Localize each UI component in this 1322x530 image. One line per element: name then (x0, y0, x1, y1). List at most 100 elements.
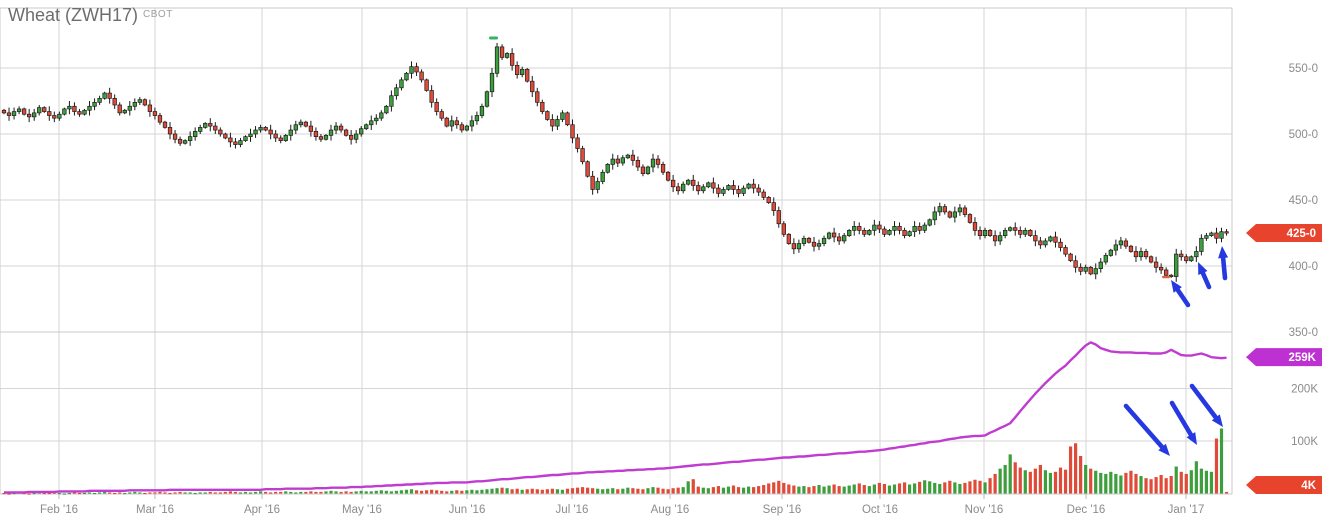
volume-bar (540, 489, 544, 494)
candle-up (484, 91, 490, 107)
volume-bar (374, 490, 378, 494)
volume-bar (500, 487, 504, 494)
volume-bar (696, 486, 700, 494)
volume-bar (882, 483, 887, 494)
candle-down (142, 99, 148, 106)
candle-down (882, 228, 887, 235)
candle-down (525, 68, 530, 82)
candle-up (826, 232, 832, 239)
candle-down (213, 125, 218, 131)
volume-bar (97, 492, 102, 494)
volume-bar (973, 479, 977, 494)
last-price-badge: 425-0 (1246, 224, 1322, 242)
volume-bar (118, 492, 122, 494)
candle-down (1068, 253, 1073, 262)
volume-bar (837, 486, 841, 494)
price-axis-label: 550-0 (1289, 63, 1318, 75)
candle-up (801, 237, 807, 244)
volume-bar (656, 487, 660, 494)
candle-down (1184, 256, 1189, 262)
candle-down (877, 224, 882, 230)
volume-bar (294, 492, 298, 494)
up-arrow-head (1171, 280, 1182, 293)
volume-bar (430, 489, 434, 494)
volume-bar (193, 492, 197, 495)
volume-bar (153, 492, 157, 494)
volume-bar (62, 493, 66, 495)
candle-up (821, 237, 827, 244)
x-axis-label: Mar '16 (136, 504, 174, 516)
candle-down (635, 160, 641, 168)
volume-bar (1179, 471, 1183, 494)
candle-down (1033, 235, 1038, 242)
candle-down (1123, 240, 1129, 247)
volume-bar (470, 489, 474, 494)
candle-down (1133, 251, 1139, 258)
volume-bar (213, 492, 217, 494)
volume-bar (168, 492, 172, 495)
volume-bar (943, 482, 947, 494)
volume-bar (103, 491, 107, 494)
candle-up (560, 112, 565, 120)
candle-down (152, 111, 158, 116)
candle-down (429, 90, 434, 103)
candle-up (288, 129, 293, 136)
candle-down (1224, 231, 1229, 234)
volume-bar (309, 491, 313, 494)
x-axis-label: Dec '16 (1067, 504, 1106, 516)
candle-down (1214, 232, 1219, 239)
candle-down (439, 111, 444, 119)
volume-bar (399, 490, 404, 494)
candle-down (47, 111, 52, 116)
candle-down (308, 125, 314, 132)
volume-bar (580, 487, 585, 494)
candle-up (1189, 256, 1194, 262)
candle-up (32, 112, 37, 118)
candle-up (11, 111, 17, 116)
candle-up (479, 105, 485, 116)
volume-bar (1124, 472, 1128, 494)
candle-down (223, 133, 228, 139)
volume-bar (208, 491, 212, 494)
candle-down (1164, 269, 1169, 276)
low-dash-marker (1162, 275, 1170, 279)
volume-bar (681, 487, 685, 494)
volume-bar (822, 486, 826, 494)
volume-bar (802, 486, 806, 494)
candle-down (862, 230, 867, 235)
candle-down (424, 79, 429, 91)
price-axis-label: 350-0 (1289, 327, 1318, 339)
candle-up (102, 92, 107, 99)
candle-up (1003, 230, 1008, 236)
candle-down (218, 129, 223, 135)
volume-bar (414, 490, 419, 494)
candle-down (751, 183, 756, 189)
volume-bar (349, 491, 353, 494)
candle-up (369, 120, 374, 126)
volume-bar (611, 488, 615, 494)
volume-bar (807, 487, 811, 494)
candle-down (897, 226, 902, 231)
volume-bar (621, 488, 625, 494)
candle-down (731, 185, 736, 190)
volume-bar (736, 487, 741, 494)
candle-down (112, 98, 117, 106)
volume-bar (1219, 428, 1224, 494)
volume-bar (827, 485, 831, 494)
volume-bar (384, 490, 388, 494)
volume-bar (339, 491, 343, 494)
candle-up (1118, 240, 1124, 246)
candle-down (1148, 256, 1154, 263)
volume-bar (918, 481, 922, 494)
candlestick-series[interactable] (1, 42, 1229, 282)
candle-up (132, 101, 137, 107)
volume-bar (425, 490, 429, 494)
candle-down (273, 133, 278, 139)
candle-down (414, 66, 419, 73)
down-arrow-head (1211, 414, 1223, 427)
volume-bar (253, 491, 258, 494)
volume-bar (545, 489, 549, 494)
candle-down (167, 127, 173, 135)
candle-up (97, 98, 102, 103)
